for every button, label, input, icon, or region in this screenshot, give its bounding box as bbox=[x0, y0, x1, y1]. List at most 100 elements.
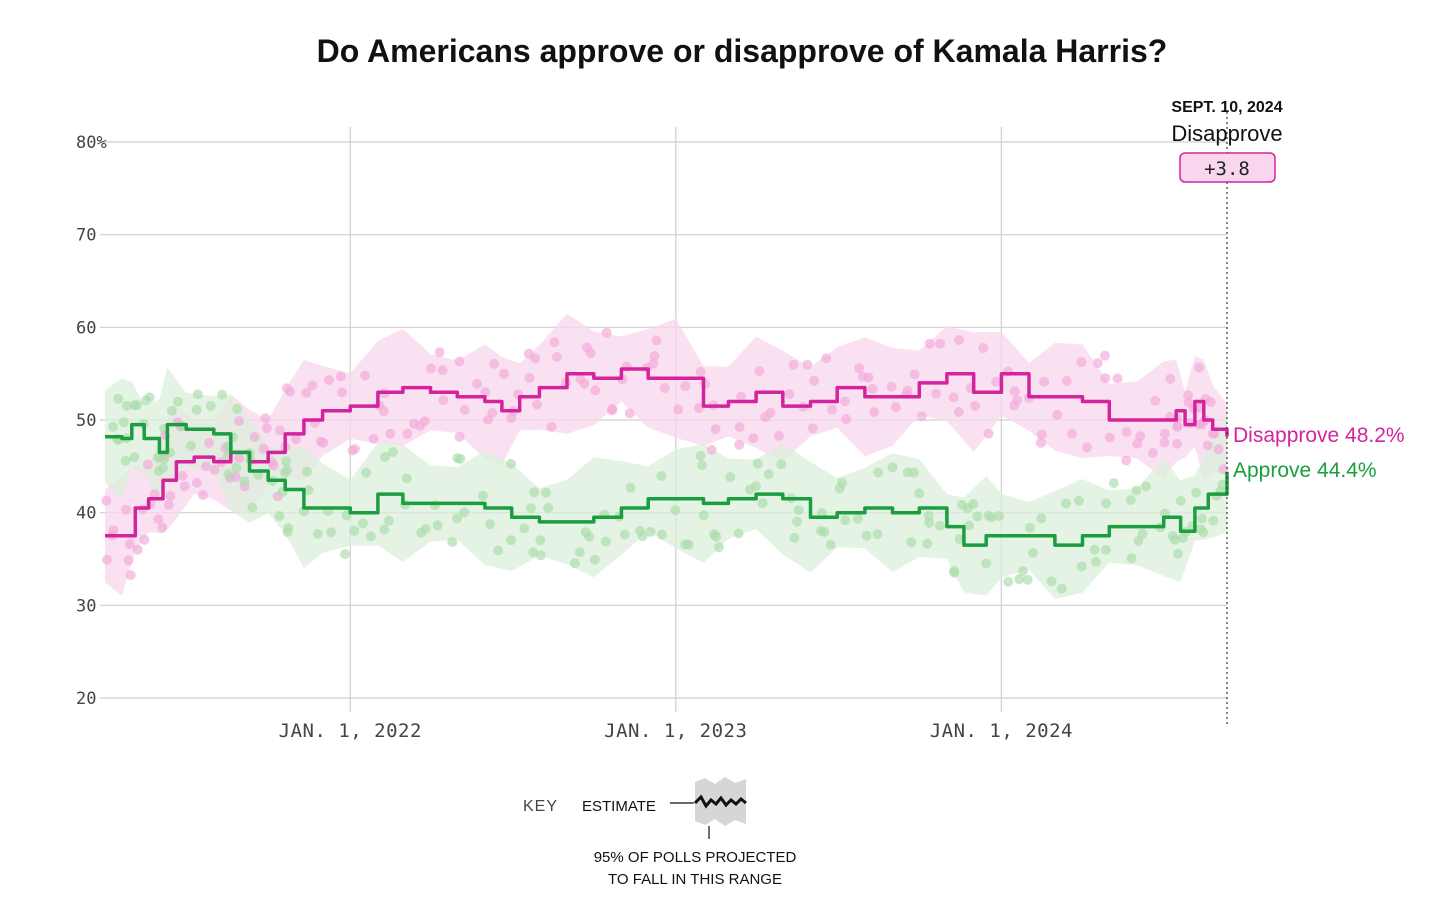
approve-poll-dot bbox=[1024, 522, 1035, 533]
approve-poll-dot bbox=[173, 396, 183, 407]
disapprove-poll-dot bbox=[748, 433, 759, 444]
disapprove-poll-dot bbox=[1121, 427, 1132, 437]
y-tick-label: 40 bbox=[76, 504, 96, 524]
approve-poll-dot bbox=[340, 549, 350, 560]
disapprove-poll-dot bbox=[234, 453, 245, 464]
y-axis-ticks: 80% 70 60 50 40 30 20 bbox=[76, 133, 107, 709]
disapprove-poll-dot bbox=[153, 514, 164, 525]
approve-poll-dot bbox=[303, 485, 314, 496]
disapprove-poll-dot bbox=[385, 428, 396, 439]
disapprove-poll-dot bbox=[425, 363, 436, 374]
annotation-leader: Disapprove bbox=[1171, 121, 1282, 146]
disapprove-poll-dot bbox=[760, 412, 771, 423]
disapprove-poll-dot bbox=[438, 395, 449, 406]
approve-poll-dot bbox=[908, 467, 919, 478]
approve-poll-dot bbox=[365, 531, 376, 542]
approve-poll-dot bbox=[387, 447, 398, 457]
approve-poll-dot bbox=[506, 458, 517, 469]
disapprove-poll-dot bbox=[924, 338, 935, 349]
approve-poll-dot bbox=[1208, 515, 1219, 526]
approve-poll-dot bbox=[1046, 576, 1057, 587]
approve-poll-dot bbox=[569, 558, 580, 569]
approve-poll-dot bbox=[954, 534, 965, 544]
disapprove-poll-dot bbox=[734, 422, 745, 433]
approve-poll-dot bbox=[600, 536, 611, 547]
approve-poll-dot bbox=[698, 510, 709, 521]
disapprove-poll-dot bbox=[1183, 390, 1194, 401]
approve-poll-dot bbox=[282, 464, 292, 475]
disapprove-poll-dot bbox=[659, 383, 670, 393]
disapprove-poll-dot bbox=[1172, 421, 1183, 432]
approve-poll-dot bbox=[1175, 495, 1186, 506]
disapprove-poll-dot bbox=[201, 461, 211, 472]
approve-poll-dot bbox=[1195, 524, 1206, 535]
disapprove-poll-dot bbox=[337, 387, 348, 398]
approve-poll-dot bbox=[924, 517, 935, 528]
approve-poll-dot bbox=[357, 518, 368, 529]
approve-poll-dot bbox=[129, 400, 140, 411]
approve-poll-dot bbox=[861, 530, 872, 541]
disapprove-poll-dot bbox=[124, 539, 135, 550]
disapprove-poll-dot bbox=[177, 470, 188, 481]
disapprove-poll-dot bbox=[480, 387, 491, 398]
disapprove-poll-dot bbox=[784, 389, 795, 400]
approve-band bbox=[105, 367, 1227, 600]
disapprove-end-label: Disapprove 48.2% bbox=[1233, 424, 1405, 447]
x-tick-label: JAN. 1, 2022 bbox=[279, 720, 422, 742]
approve-poll-dot bbox=[205, 401, 216, 411]
approve-poll-dot bbox=[379, 452, 390, 462]
approve-poll-dot bbox=[217, 389, 228, 400]
margin-value: +3.8 bbox=[1204, 158, 1250, 180]
approve-poll-dot bbox=[1169, 534, 1180, 545]
approve-poll-dot bbox=[816, 508, 827, 518]
disapprove-poll-dot bbox=[648, 358, 659, 369]
disapprove-poll-dot bbox=[209, 464, 220, 475]
approve-poll-dot bbox=[635, 525, 645, 536]
approve-poll-dot bbox=[108, 421, 119, 432]
disapprove-poll-dot bbox=[123, 555, 134, 566]
disapprove-poll-dot bbox=[360, 370, 371, 381]
disapprove-poll-dot bbox=[1082, 442, 1092, 453]
approve-poll-dot bbox=[452, 513, 462, 524]
disapprove-poll-dot bbox=[191, 477, 202, 488]
approve-poll-dot bbox=[1101, 498, 1112, 509]
disapprove-poll-dot bbox=[459, 404, 470, 415]
approve-poll-dot bbox=[118, 417, 129, 428]
disapprove-poll-dot bbox=[788, 359, 799, 370]
approve-poll-dot bbox=[113, 393, 124, 404]
disapprove-poll-dot bbox=[472, 378, 483, 389]
approve-poll-dot bbox=[231, 462, 242, 473]
disapprove-poll-dot bbox=[301, 387, 312, 398]
disapprove-poll-dot bbox=[378, 406, 389, 417]
disapprove-poll-dot bbox=[590, 385, 601, 396]
disapprove-poll-dot bbox=[1067, 429, 1077, 439]
x-axis-ticks: JAN. 1, 2022 JAN. 1, 2023 JAN. 1, 2024 bbox=[279, 720, 1073, 742]
disapprove-poll-dot bbox=[1100, 350, 1110, 361]
disapprove-poll-dot bbox=[1104, 432, 1115, 443]
disapprove-poll-dot bbox=[165, 491, 176, 501]
approve-poll-dot bbox=[1131, 485, 1142, 496]
disapprove-poll-dot bbox=[1159, 428, 1170, 439]
approve-poll-dot bbox=[282, 527, 293, 538]
disapprove-poll-dot bbox=[258, 443, 269, 454]
key-legend: KEY ESTIMATE 95% OF POLLS PROJECTED TO F… bbox=[523, 777, 796, 888]
disapprove-poll-dot bbox=[886, 381, 897, 392]
approve-poll-dot bbox=[574, 547, 585, 558]
approve-poll-dot bbox=[459, 507, 470, 518]
approve-poll-dot bbox=[493, 545, 504, 556]
approve-poll-dot bbox=[1173, 548, 1183, 559]
disapprove-poll-dot bbox=[773, 430, 784, 441]
disapprove-poll-dot bbox=[673, 404, 684, 415]
disapprove-poll-dot bbox=[324, 375, 334, 386]
disapprove-poll-dot bbox=[1159, 437, 1170, 448]
disapprove-poll-dot bbox=[601, 327, 612, 338]
disapprove-poll-dot bbox=[869, 407, 880, 418]
disapprove-poll-dot bbox=[839, 396, 850, 407]
disapprove-poll-dot bbox=[983, 428, 994, 439]
disapprove-poll-dot bbox=[101, 495, 112, 506]
disapprove-poll-dot bbox=[546, 421, 557, 432]
approve-poll-dot bbox=[541, 487, 552, 498]
disapprove-poll-dot bbox=[454, 356, 465, 367]
approve-poll-dot bbox=[247, 502, 258, 513]
disapprove-poll-dot bbox=[549, 337, 560, 348]
